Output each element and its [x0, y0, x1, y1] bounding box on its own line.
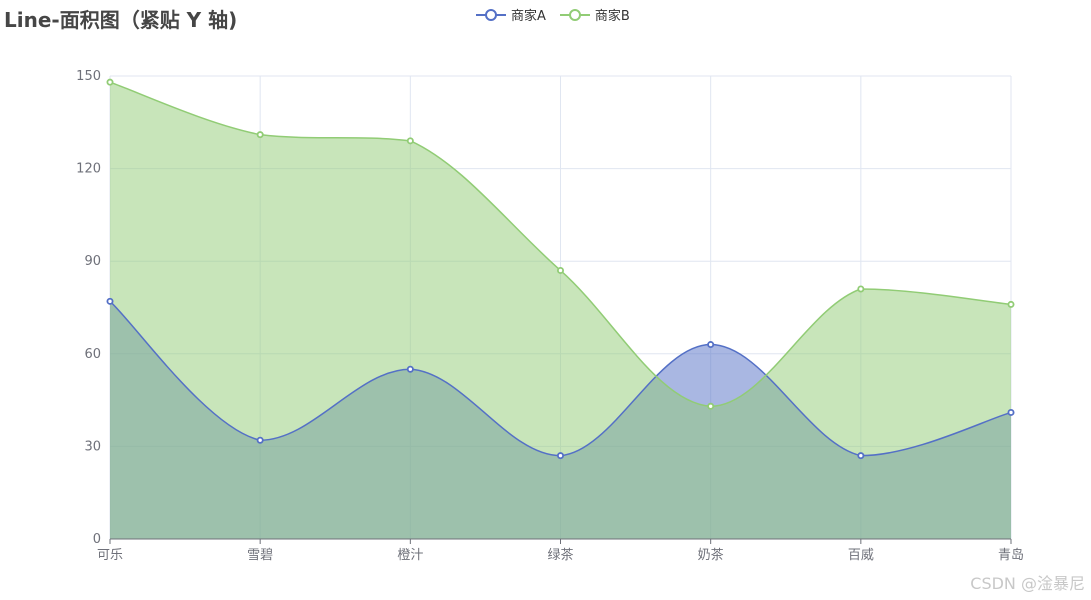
data-point-s1-5 [857, 285, 865, 293]
data-point-s1-2 [406, 137, 414, 145]
data-point-s0-1 [256, 436, 264, 444]
x-tick-label-3: 绿茶 [547, 547, 573, 563]
x-tick-label-0: 可乐 [97, 548, 123, 563]
data-point-s0-3 [557, 452, 565, 460]
x-tick-label-4: 奶茶 [698, 547, 724, 563]
x-tick-label-6: 青岛 [998, 547, 1024, 563]
y-tick-label-0: 0 [93, 532, 101, 547]
legend-marker-series-a-icon [476, 8, 506, 21]
legend-label-series-a: 商家A [511, 9, 546, 24]
x-tick-label-2: 橙汁 [397, 548, 423, 563]
data-point-s1-0 [106, 78, 114, 86]
data-point-s0-5 [857, 452, 865, 460]
data-point-s1-3 [557, 266, 565, 274]
legend-marker-series-b-icon [559, 8, 590, 21]
y-tick-label-1: 30 [84, 439, 101, 454]
data-point-s1-1 [256, 131, 264, 139]
legend-item-series-b[interactable]: 商家B [559, 5, 630, 24]
y-tick-label-4: 120 [76, 162, 101, 177]
y-tick-label-5: 150 [76, 69, 101, 84]
data-point-s0-0 [106, 297, 114, 305]
x-tick-label-5: 百威 [848, 548, 874, 563]
legend-item-series-a[interactable]: 商家A [476, 5, 546, 24]
y-tick-label-2: 60 [84, 347, 101, 362]
series-area-1 [110, 82, 1011, 539]
data-point-s1-6 [1007, 300, 1015, 308]
y-tick-label-3: 90 [84, 254, 101, 269]
data-point-s1-4 [707, 402, 715, 410]
data-point-s0-2 [406, 365, 414, 373]
watermark: CSDN @淦暴尼 [970, 574, 1085, 593]
legend-label-series-b: 商家B [594, 9, 630, 24]
x-tick-label-1: 雪碧 [247, 548, 273, 563]
data-point-s0-6 [1007, 408, 1015, 416]
legend: 商家A 商家B [476, 5, 630, 24]
data-point-s0-4 [707, 341, 715, 349]
chart-title: Line-面积图（紧贴 Y 轴) [4, 8, 238, 32]
